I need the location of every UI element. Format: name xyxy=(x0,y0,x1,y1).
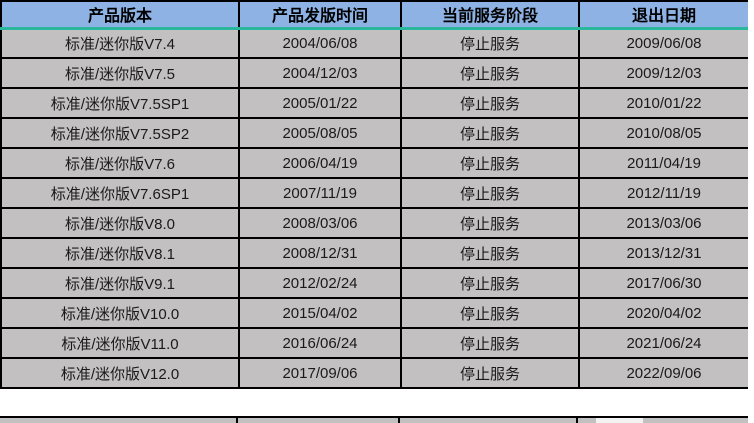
cell-service-stage: 停止服务 xyxy=(400,87,580,119)
cell-exit-date: 2022/09/06 xyxy=(578,357,750,389)
cell-release-date: 2008/03/06 xyxy=(238,207,402,239)
cell-product-version: 标准/迷你版V7.6 xyxy=(0,147,240,179)
cell-release-date: 2008/12/31 xyxy=(238,237,402,269)
cell-service-stage: 停止服务 xyxy=(400,207,580,239)
cell-exit-date: 2011/04/19 xyxy=(578,147,750,179)
cell-product-version: 标准/迷你版V12.0 xyxy=(0,357,240,389)
cell-product-version: 标准/迷你版V7.5SP2 xyxy=(0,117,240,149)
table-row: 标准/迷你版V7.4 2004/06/08 停止服务 2009/06/08 xyxy=(0,27,750,59)
cell-product-version: 标准/迷你版V7.5SP1 xyxy=(0,87,240,119)
cell-product-version: 标准/迷你版V7.4 xyxy=(0,27,240,59)
cell-release-date: 2005/01/22 xyxy=(238,87,402,119)
header-row: 产品版本 产品发版时间 当前服务阶段 退出日期 xyxy=(0,0,750,30)
cell-exit-date: 2009/12/03 xyxy=(578,57,750,89)
cell-exit-date: 2017/06/30 xyxy=(578,267,750,299)
cell-exit-date: 2013/03/06 xyxy=(578,207,750,239)
table-row: 标准/迷你版V11.0 2016/06/24 停止服务 2021/06/24 xyxy=(0,327,750,359)
cell-exit-date: 2020/04/02 xyxy=(578,297,750,329)
table-row: 标准/迷你版V8.0 2008/03/06 停止服务 2013/03/06 xyxy=(0,207,750,239)
cell-service-stage: 停止服务 xyxy=(400,237,580,269)
partial-next-row xyxy=(0,416,748,423)
table-row: 标准/迷你版V10.0 2015/04/02 停止服务 2020/04/02 xyxy=(0,297,750,329)
cell-service-stage: 停止服务 xyxy=(400,117,580,149)
cell-product-version: 标准/迷你版V9.1 xyxy=(0,267,240,299)
cell-product-version: 标准/迷你版V7.5 xyxy=(0,57,240,89)
cell-service-stage: 停止服务 xyxy=(400,57,580,89)
cell-exit-date: 2009/06/08 xyxy=(578,27,750,59)
table-header: 产品版本 产品发版时间 当前服务阶段 退出日期 xyxy=(0,0,750,30)
right-gutter xyxy=(748,0,754,423)
header-service-stage: 当前服务阶段 xyxy=(400,0,580,30)
cell-service-stage: 停止服务 xyxy=(400,177,580,209)
cell-release-date: 2016/06/24 xyxy=(238,327,402,359)
table-body: 标准/迷你版V7.4 2004/06/08 停止服务 2009/06/08 标准/迷你版… xyxy=(0,27,750,389)
cell-service-stage: 停止服务 xyxy=(400,27,580,59)
product-lifecycle-table: 产品版本 产品发版时间 当前服务阶段 退出日期 标准/迷你版V7.4 2004/0… xyxy=(0,0,750,389)
cell-product-version: 标准/迷你版V7.6SP1 xyxy=(0,177,240,209)
cell-release-date: 2017/09/06 xyxy=(238,357,402,389)
table-row: 标准/迷你版V7.6SP1 2007/11/19 停止服务 2012/11/19 xyxy=(0,177,750,209)
column-divider xyxy=(236,418,238,423)
table-row: 标准/迷你版V12.0 2017/09/06 停止服务 2022/09/06 xyxy=(0,357,750,389)
cell-exit-date: 2021/06/24 xyxy=(578,327,750,359)
cell-product-version: 标准/迷你版V8.0 xyxy=(0,207,240,239)
column-divider xyxy=(398,418,400,423)
cell-exit-date: 2013/12/31 xyxy=(578,237,750,269)
cell-service-stage: 停止服务 xyxy=(400,267,580,299)
cell-product-version: 标准/迷你版V10.0 xyxy=(0,297,240,329)
header-exit-date: 退出日期 xyxy=(578,0,750,30)
cell-release-date: 2012/02/24 xyxy=(238,267,402,299)
table-row: 标准/迷你版V7.6 2006/04/19 停止服务 2011/04/19 xyxy=(0,147,750,179)
table-row: 标准/迷你版V9.1 2012/02/24 停止服务 2017/06/30 xyxy=(0,267,750,299)
cell-product-version: 标准/迷你版V11.0 xyxy=(0,327,240,359)
cell-release-date: 2004/06/08 xyxy=(238,27,402,59)
cell-release-date: 2005/08/05 xyxy=(238,117,402,149)
column-divider xyxy=(576,418,578,423)
cell-service-stage: 停止服务 xyxy=(400,327,580,359)
cell-exit-date: 2010/01/22 xyxy=(578,87,750,119)
table-row: 标准/迷你版V7.5SP2 2005/08/05 停止服务 2010/08/05 xyxy=(0,117,750,149)
cell-release-date: 2015/04/02 xyxy=(238,297,402,329)
cell-release-date: 2004/12/03 xyxy=(238,57,402,89)
cell-exit-date: 2012/11/19 xyxy=(578,177,750,209)
table-row: 标准/迷你版V7.5 2004/12/03 停止服务 2009/12/03 xyxy=(0,57,750,89)
cell-exit-date: 2010/08/05 xyxy=(578,117,750,149)
header-release-date: 产品发版时间 xyxy=(238,0,402,30)
cell-service-stage: 停止服务 xyxy=(400,357,580,389)
partial-highlight-cell xyxy=(596,418,643,423)
header-product-version: 产品版本 xyxy=(0,0,240,30)
table-row: 标准/迷你版V7.5SP1 2005/01/22 停止服务 2010/01/22 xyxy=(0,87,750,119)
table-row: 标准/迷你版V8.1 2008/12/31 停止服务 2013/12/31 xyxy=(0,237,750,269)
cell-release-date: 2007/11/19 xyxy=(238,177,402,209)
cell-product-version: 标准/迷你版V8.1 xyxy=(0,237,240,269)
cell-release-date: 2006/04/19 xyxy=(238,147,402,179)
cell-service-stage: 停止服务 xyxy=(400,147,580,179)
cell-service-stage: 停止服务 xyxy=(400,297,580,329)
